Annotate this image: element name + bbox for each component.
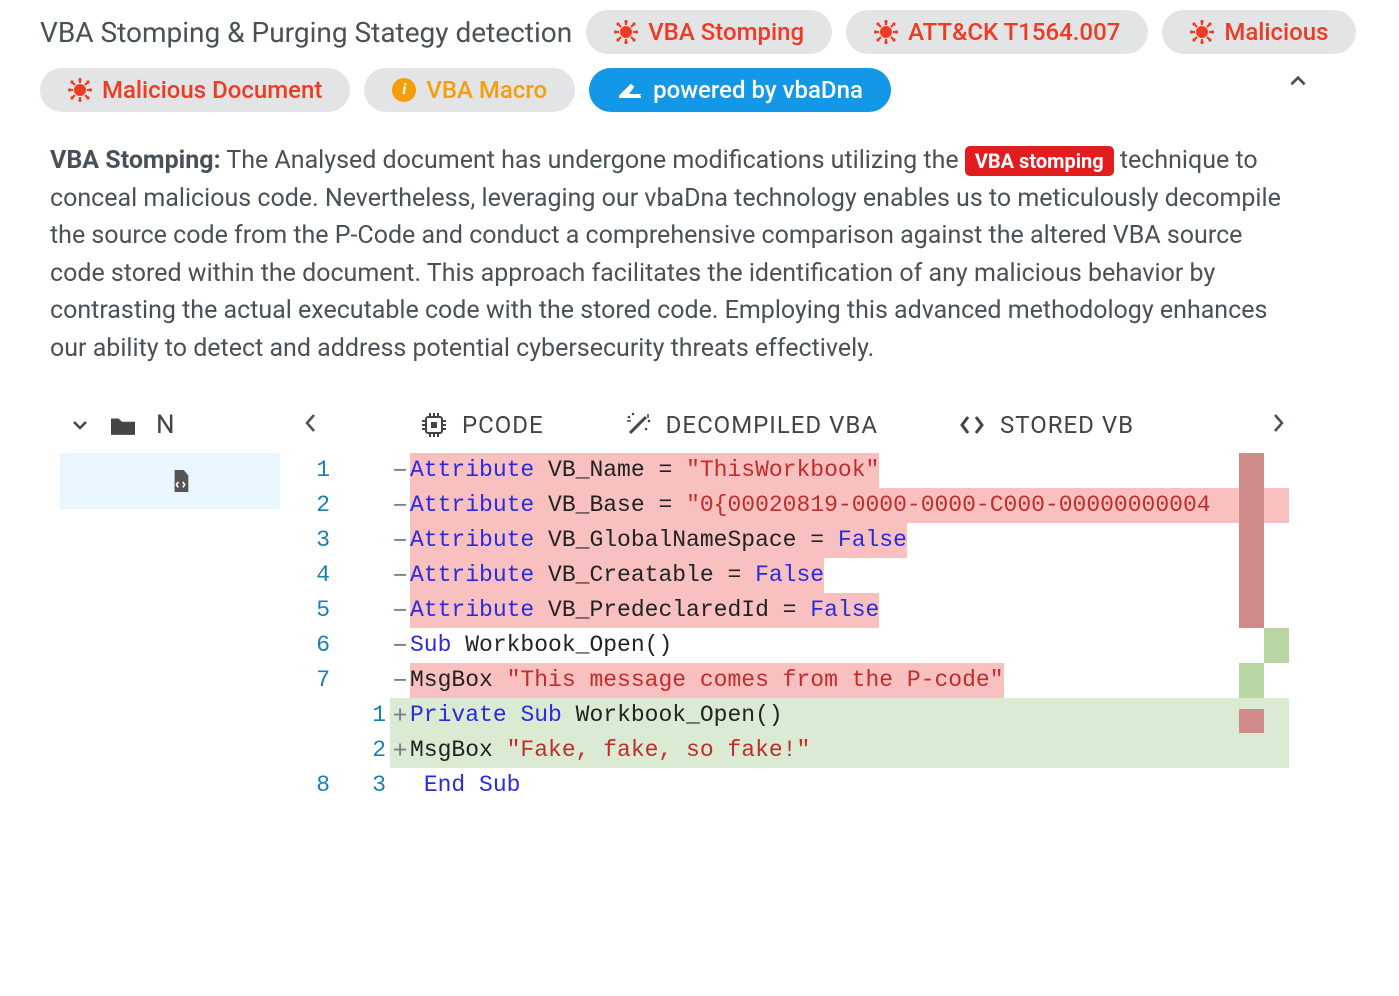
virus-icon [1190,20,1214,44]
code-line: 5−Attribute VB_PredeclaredId = False [280,593,1289,628]
minimap-mark [1239,453,1264,628]
description-text-1: The Analysed document has undergone modi… [221,146,965,175]
vba-stomping-badge: VBA stomping [965,146,1114,176]
code-line: 1+Private Sub Workbook_Open() [280,698,1289,733]
tag-label: Malicious [1224,20,1328,44]
description-lead: VBA Stomping: [50,146,221,175]
plane-icon [617,79,643,101]
tabs-next-icon[interactable] [1267,412,1289,438]
minimap-mark [1239,709,1264,733]
collapse-icon[interactable] [1287,70,1309,96]
tab-stored[interactable]: STORED VB [958,411,1134,439]
tag-mal-doc[interactable]: Malicious Document [40,68,350,112]
minimap-mark [1264,628,1289,663]
code-viewer: N PCODE DECOMPILED VBA STORED VB [0,397,1399,803]
diff-minimap[interactable] [1239,453,1289,798]
tag-label: VBA Stomping [648,20,804,44]
virus-icon [874,20,898,44]
code-icon [958,411,986,439]
tree-file-row[interactable] [60,453,280,509]
tabs-prev-icon[interactable] [300,412,322,438]
info-icon: i [392,78,416,102]
tag-vba-macro[interactable]: i VBA Macro [364,68,575,112]
code-line: 2+MsgBox "Fake, fake, so fake!" [280,733,1289,768]
virus-icon [68,78,92,102]
tab-pcode[interactable]: PCODE [420,411,544,439]
file-code-icon [170,468,192,494]
folder-icon [108,413,138,437]
tab-pcode-label: PCODE [462,411,544,439]
tag-attck[interactable]: ATT&CK T1564.007 [846,10,1148,54]
cpu-icon [420,411,448,439]
code-line: 4−Attribute VB_Creatable = False [280,558,1289,593]
tree-root[interactable]: N [60,397,280,453]
tag-label: ATT&CK T1564.007 [908,20,1120,44]
file-tree: N [60,397,280,803]
detection-header: VBA Stomping & Purging Stategy detection… [0,0,1399,112]
tab-decompiled-label: DECOMPILED VBA [666,411,878,439]
minimap-mark [1239,663,1264,698]
detection-title: VBA Stomping & Purging Stategy detection [40,16,572,49]
tree-root-label: N [156,410,175,440]
code-line: 7−MsgBox "This message comes from the P-… [280,663,1289,698]
code-line: 3−Attribute VB_GlobalNameSpace = False [280,523,1289,558]
virus-icon [614,20,638,44]
diff-code-block: 1−Attribute VB_Name = "ThisWorkbook"2−At… [280,453,1289,803]
tab-stored-label: STORED VB [1000,411,1134,439]
description-block: VBA Stomping: The Analysed document has … [0,112,1399,397]
code-line: 6−Sub Workbook_Open() [280,628,1289,663]
tag-vbadna[interactable]: powered by vbaDna [589,68,891,112]
wand-icon [624,411,652,439]
tag-label: Malicious Document [102,78,322,102]
tag-malicious[interactable]: Malicious [1162,10,1356,54]
code-tabs: PCODE DECOMPILED VBA STORED VB [280,397,1289,453]
tag-label: powered by vbaDna [653,78,863,102]
tag-vba-stomping[interactable]: VBA Stomping [586,10,832,54]
code-line: 1−Attribute VB_Name = "ThisWorkbook" [280,453,1289,488]
description-text-2: technique to conceal malicious code. Nev… [50,146,1281,363]
code-line: 83 End Sub [280,768,1289,803]
code-line: 2−Attribute VB_Base = "0{00020819-0000-0… [280,488,1289,523]
tab-decompiled[interactable]: DECOMPILED VBA [624,411,878,439]
tag-label: VBA Macro [426,78,547,102]
